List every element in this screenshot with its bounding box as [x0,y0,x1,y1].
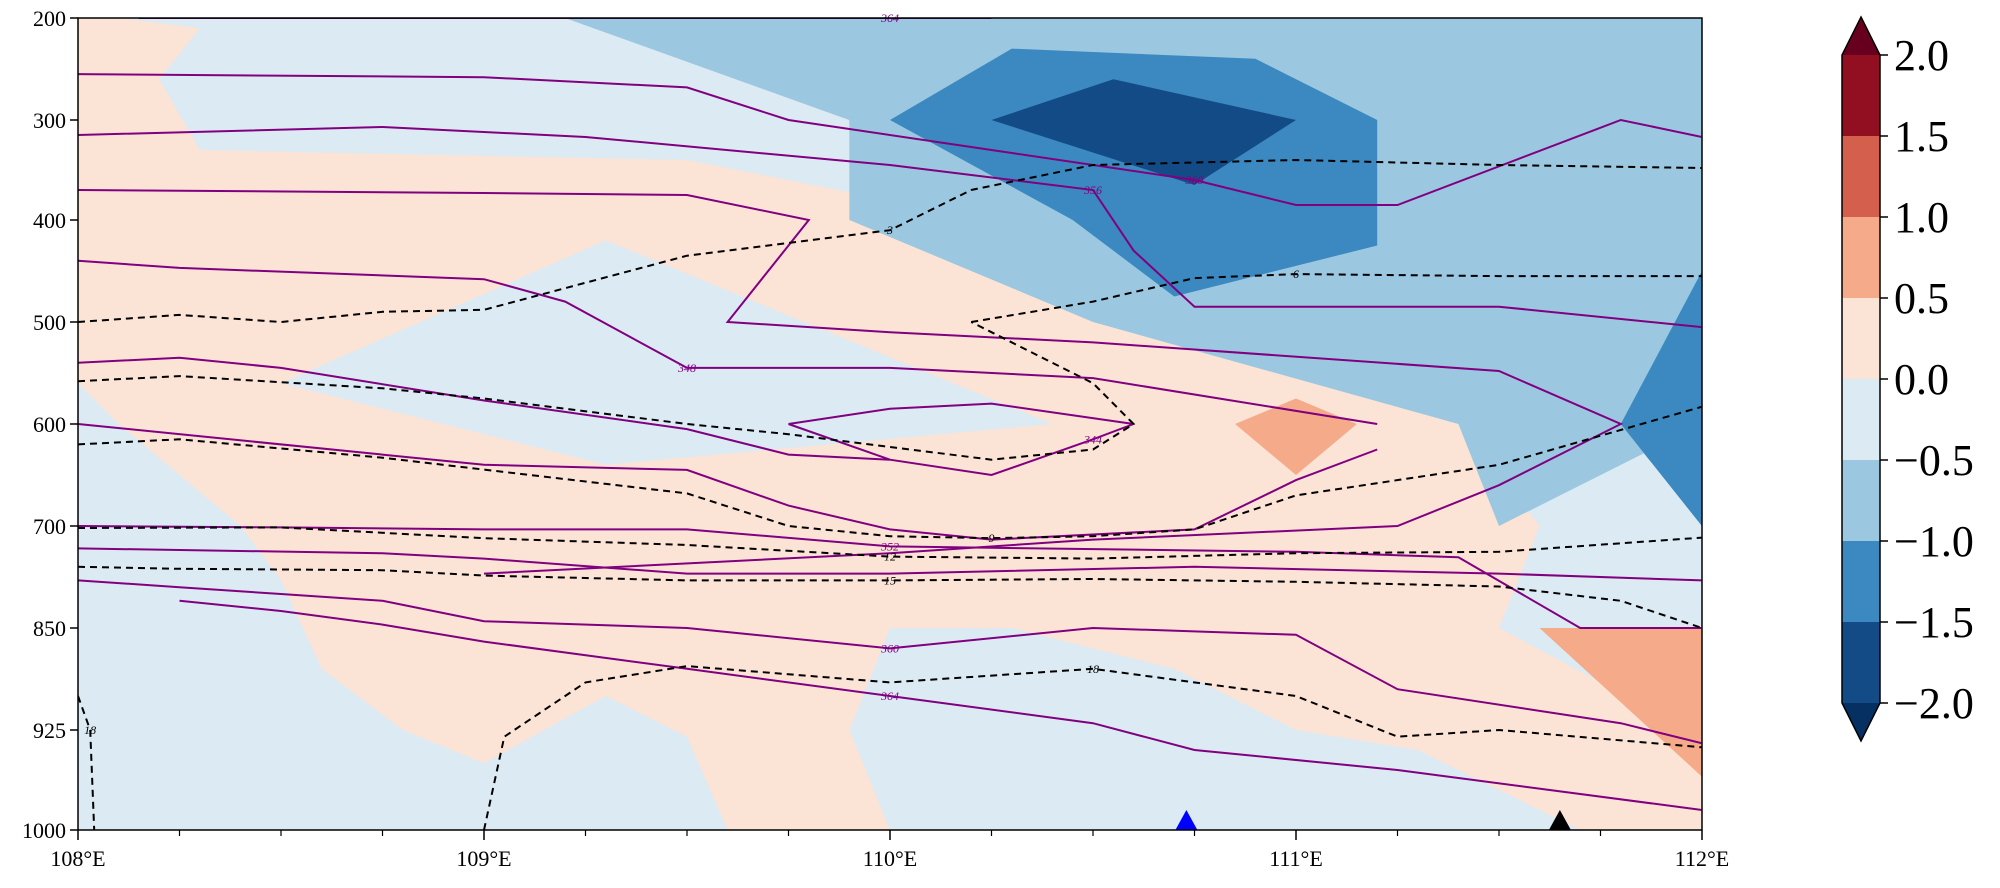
theta_e-contour-line [179,599,1702,811]
colorbar: 2.0 1.5 1.0 0.5 0.0 −0.5 −1.0 −1.5 −2.0 [1841,15,1974,743]
contour-label: 356 [1083,183,1102,197]
y-tick-label: 1000 [22,818,66,843]
y-tick-label: 925 [33,718,66,743]
contour-label: 6 [1293,267,1299,281]
shading-region [1235,398,1357,475]
colorbar-tick-label: 1.5 [1894,112,1949,161]
colorbar-tick-label: 2.0 [1894,31,1949,80]
contour-label: 352 [880,539,899,553]
x-tick-label: 110°E [863,846,917,871]
colorbar-tick-label: −0.5 [1894,436,1974,485]
marker-layer [1175,810,1571,830]
colorbar-extend-top [1842,17,1880,55]
y-tick-label: 400 [33,208,66,233]
shading-layer [78,18,1702,830]
x-tick-label: 111°E [1269,846,1323,871]
colorbar-tick-label: −1.0 [1894,517,1974,566]
contour-label: 15 [884,573,896,587]
y-tick-label: 600 [33,412,66,437]
dashed-contour-line [483,665,1702,830]
contour-label: 344 [1083,432,1102,446]
contour-label: 348 [677,361,696,375]
colorbar-tick-label: 1.0 [1894,193,1949,242]
contour-label: 18 [84,723,96,737]
shading-region [1620,271,1702,526]
dashed-contour-line [78,321,1136,461]
theta_e-contour-line [78,189,1624,575]
y-tick-label: 200 [33,6,66,31]
dashed-contour-line [78,526,1702,560]
colorbar-tick-label: −2.0 [1894,679,1974,728]
colorbar-segment [1842,136,1880,217]
colorbar-segment [1842,55,1880,136]
contour-label: 360 [1185,173,1204,187]
y-tick-label: 700 [33,514,66,539]
theta_e-contour-line [78,356,891,461]
y-tick-label: 300 [33,108,66,133]
station-marker [1548,810,1571,830]
contour-label: 3 [886,223,893,237]
shading-region [890,48,1378,297]
y-tick-label: 500 [33,310,66,335]
contour-label: 9 [989,531,995,545]
theta_e-contour-line [78,259,1378,425]
shading-region [991,79,1296,185]
theta_e-contour-line [78,125,1702,329]
theta_e-contour-line [788,402,1134,477]
theta_e-contour-line [78,579,1702,745]
colorbar-segment [1842,217,1880,298]
station-marker [1175,810,1198,830]
x-tick-label: 108°E [50,846,105,871]
colorbar-segment [1842,460,1880,541]
colorbar-extend-bottom [1842,703,1880,741]
contour-label: 360 [880,641,899,655]
dashed-contour-line [78,695,96,830]
x-tick-label: 109°E [456,846,511,871]
dashed-contour-line [78,158,1702,324]
y-tick-label: 850 [33,616,66,641]
axes: 108°E 109°E 110°E 111°E 112°E 200 300 400 500 600… [22,6,1729,871]
colorbar-tick-label: −1.5 [1894,598,1974,647]
colorbar-segment [1842,541,1880,622]
contour-label: 18 [1087,662,1099,676]
dashed-contour-line [78,405,1702,540]
contour-label: 12 [884,550,896,564]
colorbar-segment [1842,379,1880,460]
contour-layer [78,18,1702,830]
theta_e-contour-line [78,525,1702,629]
contour-label: 364 [880,689,899,703]
colorbar-segment [1842,298,1880,379]
theta_e-contour-line [78,547,1702,582]
shading-region [281,240,1053,465]
x-tick-label: 112°E [1675,846,1729,871]
colorbar-segment [1842,622,1880,703]
shading-region [1539,628,1702,777]
dashed-contour-line [971,273,1702,323]
colorbar-tick-label: 0.0 [1894,355,1949,404]
theta_e-contour-line [78,423,1378,541]
colorbar-tick-label: 0.5 [1894,274,1949,323]
shading-region [565,18,1702,526]
